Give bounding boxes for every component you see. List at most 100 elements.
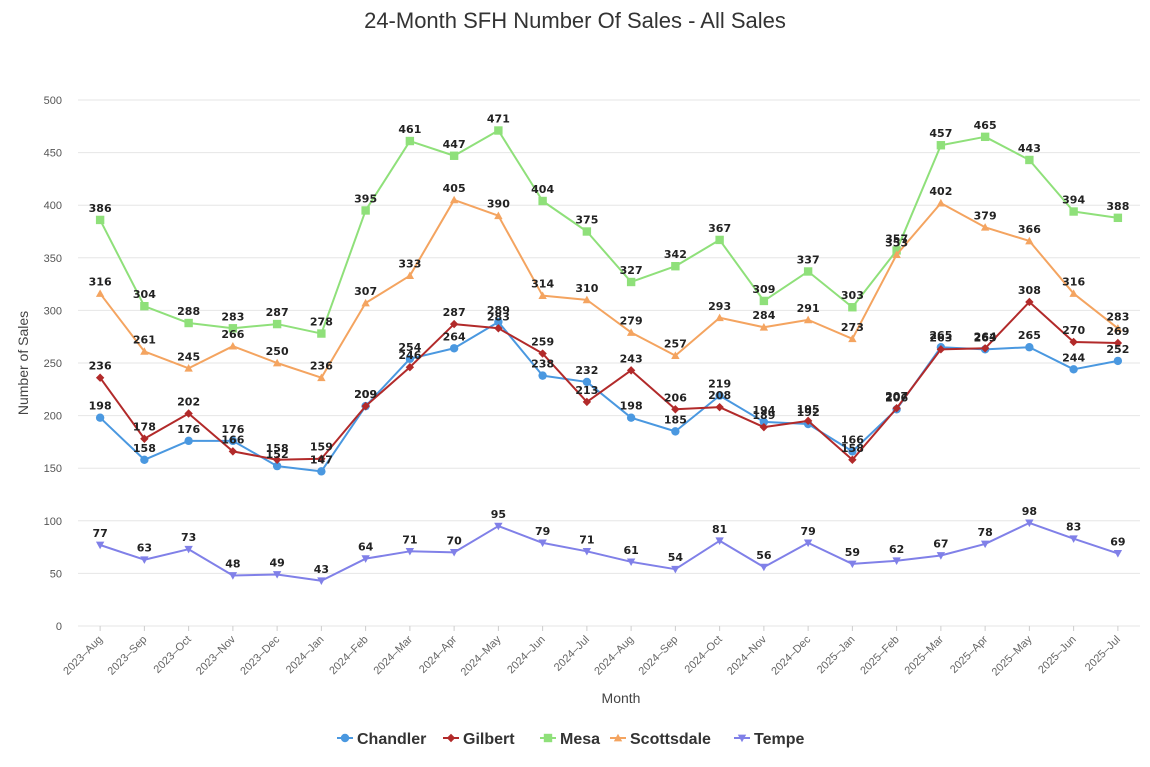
data-label-chandler: 254 <box>398 341 421 354</box>
x-tick-label: 2023–Nov <box>194 633 238 677</box>
data-label-chandler: 185 <box>664 413 687 426</box>
data-point-mesa <box>671 262 680 271</box>
data-point-tempe <box>803 539 813 548</box>
y-tick-label: 450 <box>44 148 62 160</box>
data-label-tempe: 77 <box>92 527 107 540</box>
data-point-chandler <box>317 467 326 476</box>
data-point-tempe <box>538 539 547 548</box>
data-point-scottsdale <box>759 323 769 331</box>
legend-item-scottsdale[interactable]: Scottsdale <box>610 731 711 748</box>
data-point-scottsdale <box>184 364 193 372</box>
data-point-mesa <box>803 267 813 276</box>
data-point-tempe <box>184 545 193 554</box>
data-label-scottsdale: 353 <box>885 237 908 250</box>
series-line-tempe <box>99 521 1119 582</box>
data-label-gilbert: 189 <box>752 409 775 422</box>
legend-label-mesa: Mesa <box>560 731 600 748</box>
data-point-tempe <box>1069 535 1078 543</box>
data-point-scottsdale <box>405 271 415 280</box>
data-label-gilbert: 195 <box>797 403 820 416</box>
data-label-gilbert: 206 <box>664 391 687 404</box>
data-label-chandler: 147 <box>310 453 333 466</box>
x-tick-label: 2025–Jan <box>815 634 858 677</box>
data-point-chandler <box>95 413 105 422</box>
data-label-tempe: 54 <box>668 551 684 564</box>
data-point-chandler <box>272 461 282 471</box>
data-label-mesa: 288 <box>177 305 200 318</box>
data-point-chandler <box>405 354 415 363</box>
data-point-chandler <box>228 436 238 446</box>
series-line-chandler <box>99 320 1119 473</box>
data-point-scottsdale <box>582 295 592 304</box>
data-label-mesa: 342 <box>664 248 687 261</box>
data-point-chandler <box>184 436 193 446</box>
series-line-mesa <box>99 129 1119 335</box>
data-point-mesa <box>95 215 105 225</box>
x-tick-label: 2024–Jul <box>552 634 592 674</box>
data-point-gilbert <box>626 366 636 375</box>
data-label-gilbert: 263 <box>929 331 952 344</box>
data-label-gilbert: 209 <box>354 388 377 401</box>
data-point-mesa <box>848 303 857 312</box>
data-label-scottsdale: 261 <box>133 333 156 346</box>
data-label-chandler: 232 <box>575 364 598 377</box>
y-tick-label: 100 <box>44 516 62 528</box>
x-tick-label: 2024–Dec <box>769 633 813 677</box>
data-label-mesa: 461 <box>398 123 421 136</box>
data-point-scottsdale <box>715 313 724 322</box>
data-labels: 198 158 176 176 152 147 209 254 264 289 238 232 198 1… <box>89 113 1130 576</box>
data-label-mesa: 386 <box>89 202 112 215</box>
data-label-gilbert: 283 <box>487 310 510 323</box>
data-label-mesa: 357 <box>885 232 908 245</box>
y-tick-label: 50 <box>50 568 62 580</box>
x-tick-label: 2024–Jan <box>284 634 327 677</box>
data-label-chandler: 176 <box>221 423 244 436</box>
x-tick-label: 2023–Aug <box>61 634 105 678</box>
data-label-chandler: 219 <box>708 378 731 391</box>
legend-item-gilbert[interactable]: Gilbert <box>443 731 515 748</box>
data-label-mesa: 471 <box>487 113 510 126</box>
data-point-gilbert <box>803 416 813 426</box>
data-label-mesa: 304 <box>133 288 156 301</box>
legend-item-tempe[interactable]: Tempe <box>734 731 804 748</box>
data-label-scottsdale: 310 <box>575 282 598 295</box>
data-point-scottsdale <box>317 373 326 382</box>
data-label-tempe: 79 <box>535 525 550 538</box>
data-point-gilbert <box>582 397 592 407</box>
data-label-chandler: 263 <box>974 331 997 344</box>
data-label-mesa: 303 <box>841 289 864 302</box>
data-point-chandler <box>538 371 547 380</box>
data-point-mesa <box>1025 155 1034 165</box>
series-tempe <box>95 519 1123 585</box>
data-point-scottsdale <box>1069 289 1078 297</box>
data-label-gilbert: 207 <box>885 390 908 403</box>
data-label-tempe: 70 <box>446 534 462 547</box>
legend-item-chandler[interactable]: Chandler <box>337 731 426 748</box>
data-label-tempe: 71 <box>579 533 594 546</box>
data-point-scottsdale <box>626 328 636 336</box>
data-point-mesa <box>317 329 326 338</box>
y-tick-label: 500 <box>44 95 62 107</box>
data-label-chandler: 198 <box>620 400 643 413</box>
data-point-mesa <box>272 319 282 329</box>
legend-label-tempe: Tempe <box>754 731 804 748</box>
data-point-chandler <box>449 344 459 353</box>
data-point-mesa <box>715 235 724 245</box>
series-gilbert <box>95 297 1123 464</box>
legend-item-mesa[interactable]: Mesa <box>540 731 600 748</box>
data-point-scottsdale <box>494 211 503 220</box>
data-label-tempe: 61 <box>623 544 638 557</box>
data-point-mesa <box>582 227 592 236</box>
data-label-tempe: 59 <box>845 546 860 559</box>
y-axis-ticks: 0 50 100 150 200 250 300 350 400 450 500 <box>44 95 62 633</box>
x-tick-label: 2024–Oct <box>683 634 725 676</box>
data-label-gilbert: 158 <box>841 442 864 455</box>
data-label-gilbert: 269 <box>1106 325 1129 338</box>
data-point-mesa <box>494 126 503 135</box>
data-label-scottsdale: 390 <box>487 198 510 211</box>
data-label-mesa: 309 <box>752 283 775 296</box>
data-point-chandler <box>1113 356 1123 366</box>
data-label-tempe: 81 <box>712 523 727 536</box>
data-point-tempe <box>449 549 459 557</box>
data-point-scottsdale <box>538 291 547 300</box>
